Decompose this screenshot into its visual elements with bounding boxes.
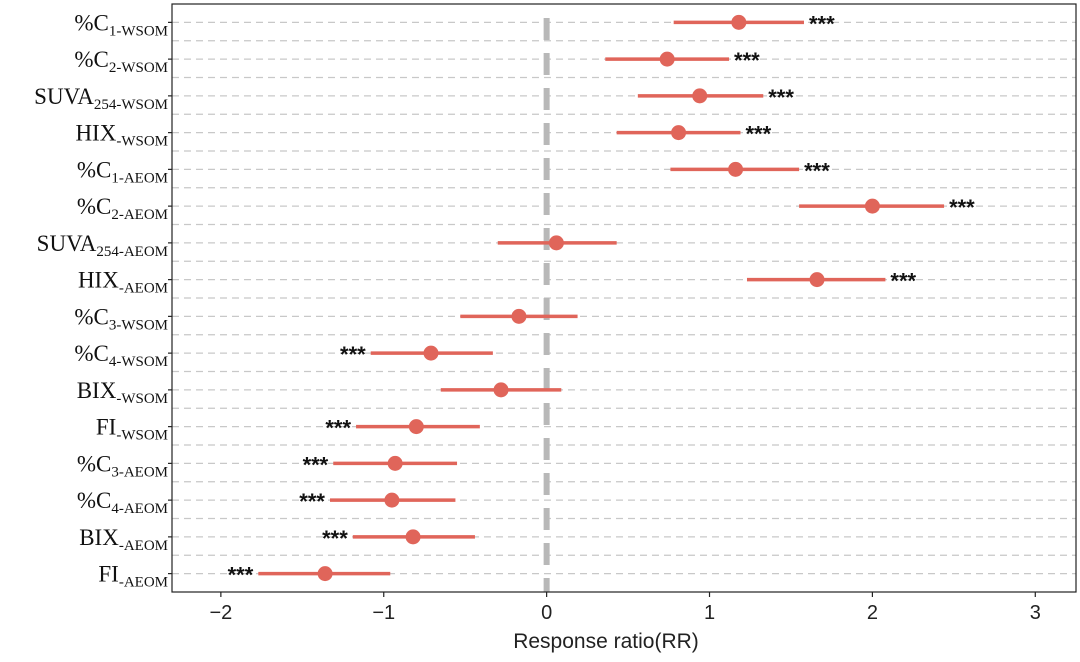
mean-point xyxy=(548,235,564,251)
y-tick-label: %C3-WSOM xyxy=(74,304,168,333)
significance-label: *** xyxy=(809,11,835,36)
x-tick-label: 0 xyxy=(541,602,552,624)
mean-point xyxy=(493,382,509,398)
mean-point xyxy=(692,88,708,104)
y-tick-label: SUVA254-WSOM xyxy=(34,84,168,113)
significance-label: *** xyxy=(949,195,975,220)
y-tick-label: %C1-AEOM xyxy=(77,157,168,186)
y-tick-label: SUVA254-AEOM xyxy=(37,231,168,260)
mean-point xyxy=(387,455,403,471)
y-tick-label: FI-AEOM xyxy=(98,562,168,591)
y-tick-label: %C4-WSOM xyxy=(74,341,168,370)
mean-point xyxy=(671,125,687,141)
data-points: *** *** *** *** *** *** *** *** *** *** *** *** *** xyxy=(228,11,976,587)
significance-label: *** xyxy=(325,416,351,441)
mean-point xyxy=(864,198,880,214)
y-tick-label: FI-WSOM xyxy=(96,415,168,444)
y-tick-label: %C3-AEOM xyxy=(77,451,168,480)
x-axis-title: Response ratio(RR) xyxy=(513,630,699,653)
significance-label: *** xyxy=(745,122,771,147)
mean-point xyxy=(408,419,424,435)
significance-label: *** xyxy=(768,85,794,110)
significance-label: *** xyxy=(890,269,916,294)
mean-point xyxy=(384,492,400,508)
mean-point xyxy=(809,272,825,288)
x-tick-label: −1 xyxy=(372,602,395,624)
y-tick-label: BIX-WSOM xyxy=(77,378,168,407)
y-tick-label: %C1-WSOM xyxy=(74,10,168,39)
x-tick-label: 2 xyxy=(867,602,878,624)
significance-label: *** xyxy=(734,48,760,73)
y-tick-label: %C2-WSOM xyxy=(74,47,168,76)
mean-point xyxy=(659,51,675,67)
significance-label: *** xyxy=(340,342,366,367)
y-tick-label: %C4-AEOM xyxy=(77,488,168,517)
significance-label: *** xyxy=(322,526,348,551)
y-tick-label: BIX-AEOM xyxy=(79,525,168,554)
x-tick-label: 3 xyxy=(1030,602,1041,624)
x-tick-label: 1 xyxy=(704,602,715,624)
mean-point xyxy=(731,14,747,30)
plot-frame xyxy=(171,3,1077,593)
y-tick-label: %C2-AEOM xyxy=(77,194,168,223)
significance-label: *** xyxy=(804,158,830,183)
mean-point xyxy=(423,345,439,361)
significance-label: *** xyxy=(228,563,254,588)
x-tick-label: −2 xyxy=(209,602,232,624)
y-tick-label: HIX-WSOM xyxy=(75,121,168,150)
mean-point xyxy=(511,308,527,324)
x-axis-ticks: −2 −1 0 1 2 3 xyxy=(209,592,1041,624)
y-tick-labels: %C1-WSOM %C2-WSOM SUVA254-WSOM HIX-WSOM %C1-… xyxy=(34,10,172,591)
y-tick-label: HIX-AEOM xyxy=(78,268,168,297)
significance-label: *** xyxy=(303,452,329,477)
mean-point xyxy=(405,529,421,545)
mean-point xyxy=(728,161,744,177)
mean-point xyxy=(317,566,333,582)
significance-label: *** xyxy=(299,489,325,514)
